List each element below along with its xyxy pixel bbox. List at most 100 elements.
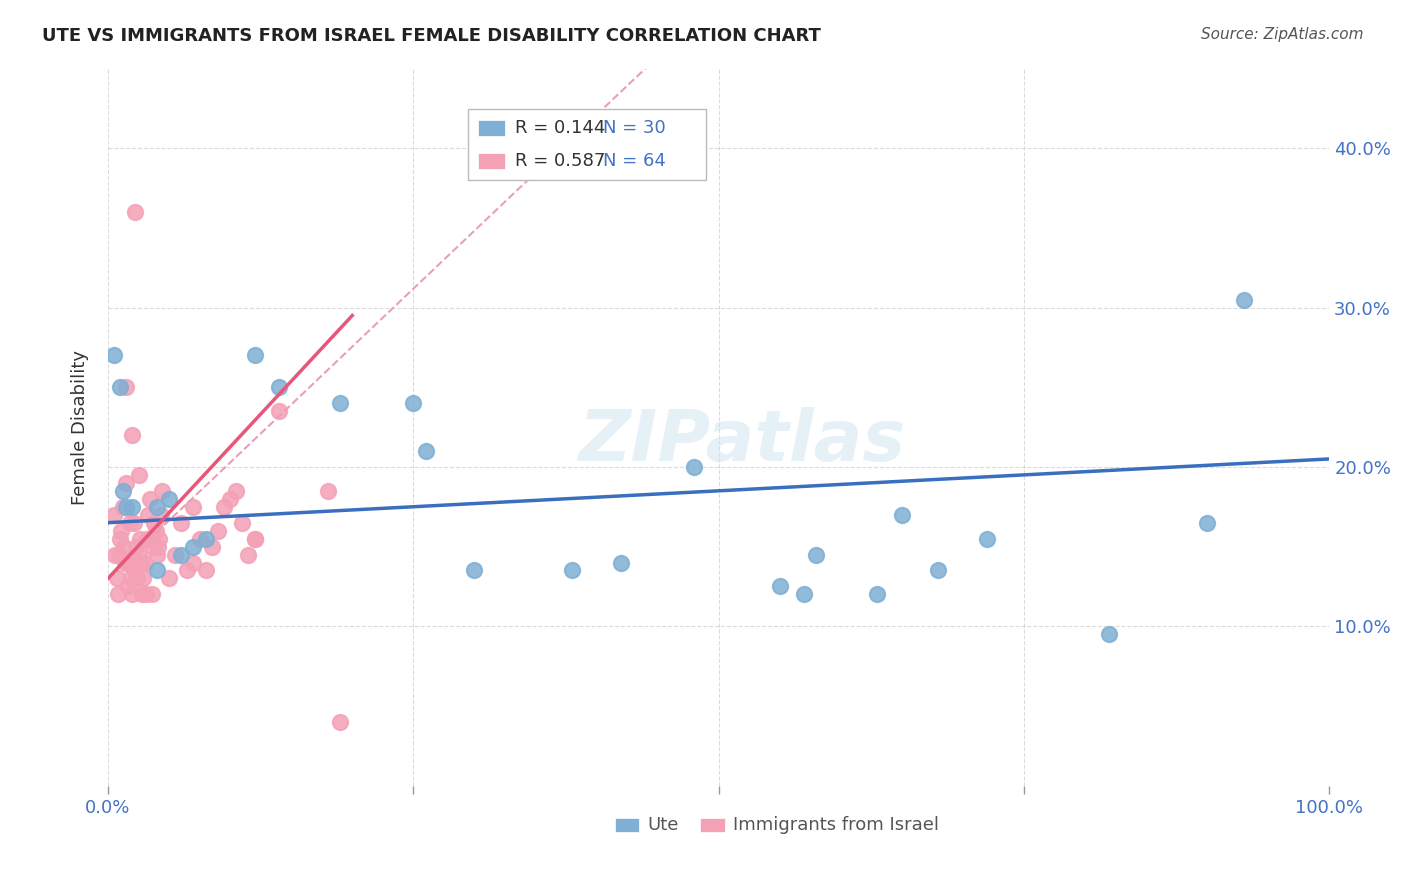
Point xyxy=(1233,293,1256,307)
Text: N = 30: N = 30 xyxy=(603,120,665,137)
Point xyxy=(1197,516,1219,530)
Point xyxy=(107,587,129,601)
Point xyxy=(111,483,134,498)
Point xyxy=(131,587,153,601)
Text: R = 0.587: R = 0.587 xyxy=(515,152,623,169)
Point xyxy=(890,508,912,522)
Text: Ute: Ute xyxy=(648,816,679,834)
FancyBboxPatch shape xyxy=(478,153,505,169)
Point xyxy=(108,380,131,394)
Point xyxy=(267,380,290,394)
Point xyxy=(127,571,149,585)
Point xyxy=(165,548,187,562)
Point xyxy=(115,475,138,490)
Point xyxy=(683,459,706,474)
Text: Source: ZipAtlas.com: Source: ZipAtlas.com xyxy=(1201,27,1364,42)
Text: N = 64: N = 64 xyxy=(603,152,665,169)
Point xyxy=(115,380,138,394)
Point xyxy=(110,524,132,538)
Point xyxy=(201,540,224,554)
Point xyxy=(561,564,583,578)
Point xyxy=(316,483,339,498)
Point xyxy=(125,540,148,554)
Point xyxy=(111,500,134,514)
Point xyxy=(134,556,156,570)
FancyBboxPatch shape xyxy=(468,110,706,179)
Point xyxy=(132,571,155,585)
Point xyxy=(1098,627,1121,641)
Point xyxy=(128,548,150,562)
Point xyxy=(806,548,828,562)
Point xyxy=(120,571,142,585)
Point xyxy=(118,556,141,570)
Point xyxy=(243,532,266,546)
Point xyxy=(610,556,633,570)
FancyBboxPatch shape xyxy=(478,120,505,136)
Point xyxy=(121,587,143,601)
Point xyxy=(121,428,143,442)
Point xyxy=(136,508,159,522)
Y-axis label: Female Disability: Female Disability xyxy=(72,350,89,505)
Point xyxy=(141,587,163,601)
Point xyxy=(135,587,157,601)
Point xyxy=(138,491,160,506)
Point xyxy=(103,348,125,362)
Point xyxy=(118,516,141,530)
Point xyxy=(124,564,146,578)
Point xyxy=(121,500,143,514)
Point xyxy=(402,396,425,410)
Point xyxy=(183,556,205,570)
Point xyxy=(793,587,815,601)
Point xyxy=(415,444,437,458)
Point xyxy=(183,540,205,554)
Text: UTE VS IMMIGRANTS FROM ISRAEL FEMALE DISABILITY CORRELATION CHART: UTE VS IMMIGRANTS FROM ISRAEL FEMALE DIS… xyxy=(42,27,821,45)
Point xyxy=(146,540,169,554)
Point xyxy=(149,508,172,522)
Point xyxy=(170,516,193,530)
Point xyxy=(243,348,266,362)
Point xyxy=(150,483,173,498)
Point xyxy=(866,587,889,601)
Point xyxy=(129,556,152,570)
Text: ZIPatlas: ZIPatlas xyxy=(579,407,907,476)
Point xyxy=(139,532,162,546)
Point xyxy=(157,571,180,585)
FancyBboxPatch shape xyxy=(700,818,724,832)
FancyBboxPatch shape xyxy=(614,818,640,832)
Point xyxy=(194,532,217,546)
Point xyxy=(148,532,170,546)
Point xyxy=(146,548,169,562)
Point xyxy=(136,532,159,546)
Point xyxy=(238,548,260,562)
Point xyxy=(225,483,247,498)
Point xyxy=(769,579,792,593)
Point xyxy=(927,564,949,578)
Point xyxy=(105,571,128,585)
Point xyxy=(207,524,229,538)
Point xyxy=(117,579,139,593)
Point xyxy=(329,714,352,729)
Point xyxy=(128,467,150,482)
Point xyxy=(194,564,217,578)
Point xyxy=(176,564,198,578)
Point xyxy=(170,548,193,562)
Point xyxy=(219,491,242,506)
Point xyxy=(463,564,485,578)
Point xyxy=(231,516,253,530)
Point xyxy=(142,540,165,554)
Point xyxy=(128,532,150,546)
Point xyxy=(108,532,131,546)
Point xyxy=(146,564,169,578)
Point xyxy=(188,532,211,546)
Point xyxy=(104,548,127,562)
Point xyxy=(212,500,235,514)
Point xyxy=(976,532,998,546)
Point xyxy=(143,516,166,530)
Point xyxy=(112,540,135,554)
Text: Immigrants from Israel: Immigrants from Israel xyxy=(734,816,939,834)
Point xyxy=(103,508,125,522)
Point xyxy=(108,548,131,562)
Point xyxy=(115,500,138,514)
Point xyxy=(183,500,205,514)
Point xyxy=(146,500,169,514)
